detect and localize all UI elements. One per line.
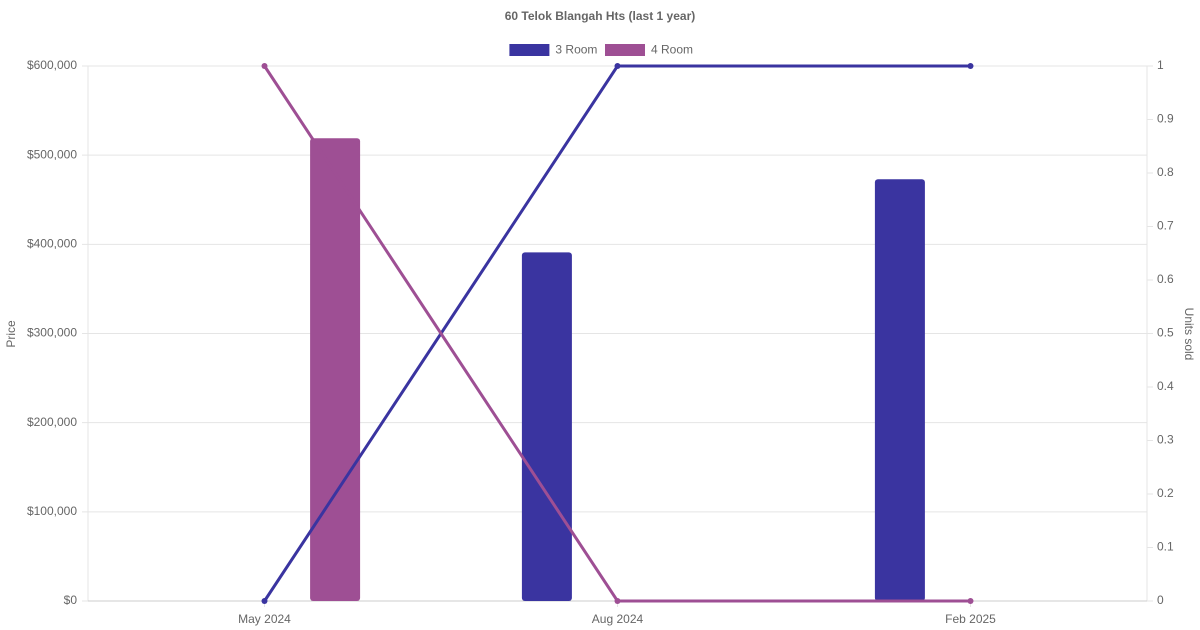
- y2-tick-label: 0.5: [1157, 326, 1174, 340]
- y-tick-label: $500,000: [27, 147, 77, 161]
- bar: [874, 179, 925, 601]
- y-axis-title: Price: [4, 320, 18, 348]
- x-tick-label: May 2024: [238, 612, 291, 626]
- legend-swatch[interactable]: [509, 44, 550, 56]
- units-point: [614, 63, 621, 69]
- y2-tick-label: 0.8: [1157, 165, 1174, 179]
- units-point: [967, 598, 974, 604]
- y2-tick-label: 0.6: [1157, 272, 1174, 286]
- y-tick-label: $0: [64, 593, 78, 607]
- y2-tick-label: 1: [1157, 58, 1164, 72]
- units-point: [261, 63, 268, 69]
- y2-axis-title: Units sold: [1182, 308, 1196, 361]
- y-tick-label: $600,000: [27, 58, 77, 72]
- y2-tick-label: 0.9: [1157, 112, 1174, 126]
- units-point: [614, 598, 621, 604]
- legend-label[interactable]: 3 Room: [555, 43, 597, 57]
- y2-tick-label: 0.7: [1157, 219, 1174, 233]
- y2-tick-label: 0.4: [1157, 379, 1174, 393]
- x-tick-label: Aug 2024: [592, 612, 644, 626]
- bar: [521, 252, 572, 601]
- bar: [310, 138, 361, 601]
- x-tick-label: Feb 2025: [945, 612, 996, 626]
- y-tick-label: $100,000: [27, 504, 77, 518]
- legend-label[interactable]: 4 Room: [651, 43, 693, 57]
- units-point: [967, 63, 974, 69]
- y2-tick-label: 0.3: [1157, 433, 1174, 447]
- y-tick-label: $400,000: [27, 237, 77, 251]
- y-tick-label: $300,000: [27, 326, 77, 340]
- units-point: [261, 598, 268, 604]
- chart-title: 60 Telok Blangah Hts (last 1 year): [505, 9, 696, 23]
- y2-tick-label: 0.2: [1157, 486, 1174, 500]
- y-tick-label: $200,000: [27, 415, 77, 429]
- y2-tick-label: 0.1: [1157, 540, 1174, 554]
- legend-swatch[interactable]: [605, 44, 645, 56]
- y2-tick-label: 0: [1157, 593, 1164, 607]
